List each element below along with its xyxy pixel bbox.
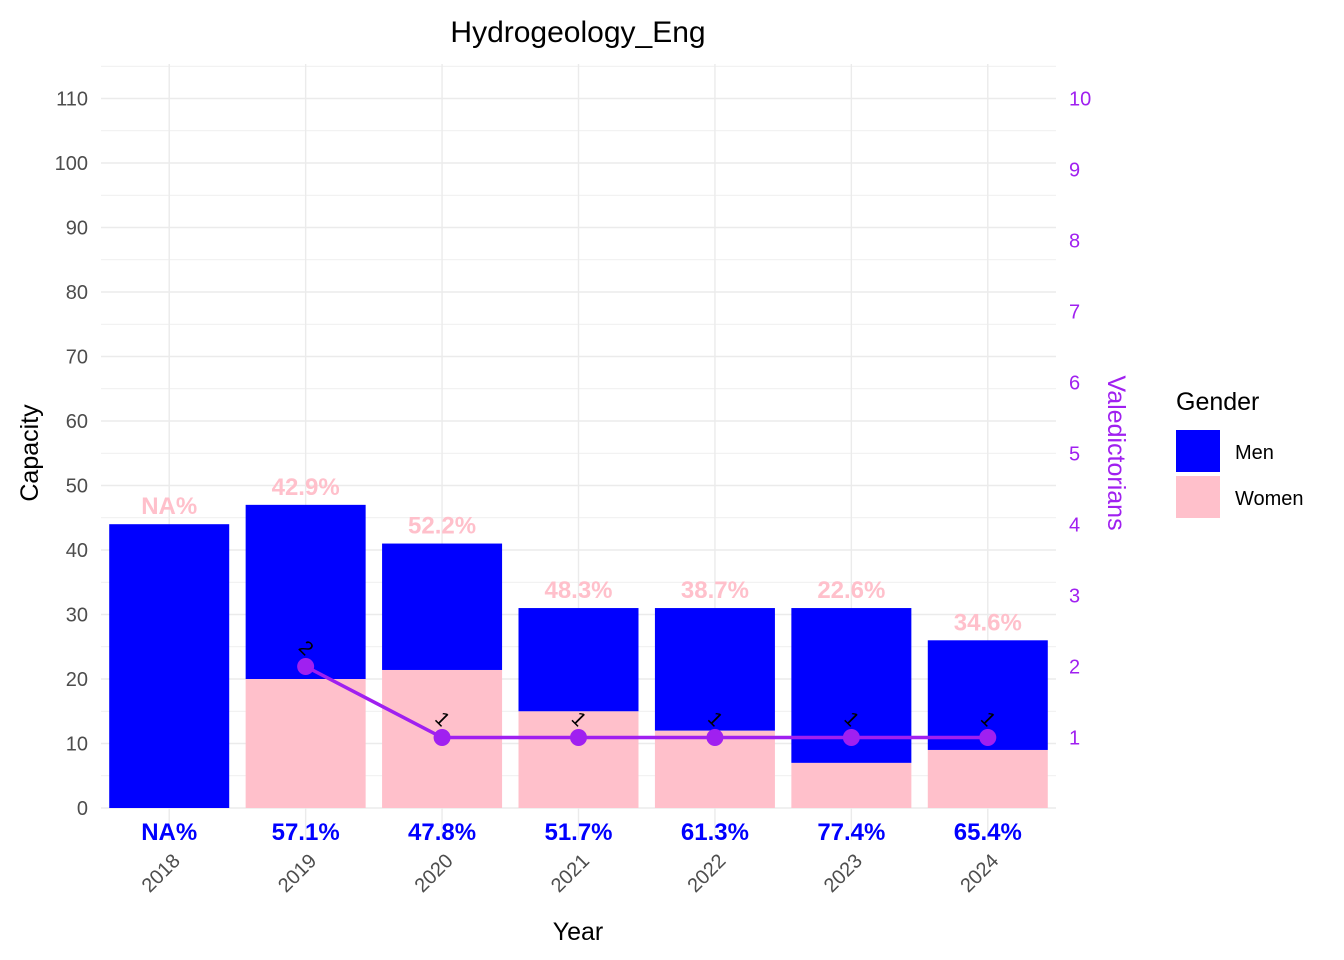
valedictorians-point [842, 729, 860, 746]
valedictorians-series-line [304, 664, 988, 740]
x-axis-title: Year [553, 918, 604, 946]
y-tick-label: 90 [66, 218, 88, 240]
bar-men-2020 [382, 543, 503, 670]
y-tick-label: 30 [66, 605, 88, 627]
y2-axis-title: Valedictorians [1102, 375, 1130, 530]
x-tick-label: 2019 [274, 850, 321, 897]
valedictorians-point [570, 729, 587, 746]
men-pct-label: 47.8% [408, 819, 476, 846]
legend: Gender Men Women [1176, 388, 1304, 518]
legend-title: Gender [1176, 388, 1259, 416]
y2-tick-label: 7 [1069, 302, 1080, 324]
y-tick-label: 70 [66, 347, 88, 369]
x-tick-label: 2021 [547, 850, 594, 897]
x-tick-label: 2023 [820, 850, 867, 897]
bar-men-2019 [245, 504, 366, 679]
men-pct-label: 61.3% [681, 819, 749, 846]
y-tick-label: 110 [56, 89, 88, 111]
valedictorians-point [706, 729, 724, 746]
women-pct-label: 48.3% [544, 577, 612, 604]
y-tick-label: 100 [55, 153, 88, 175]
men-pct-label: 77.4% [817, 819, 885, 846]
bars [109, 504, 1048, 808]
y-tick-label: 10 [66, 734, 88, 756]
x-tick-label: 2022 [683, 850, 730, 897]
bar-women-2024 [927, 749, 1048, 808]
y-tick-label: 40 [66, 540, 88, 562]
women-pct-label: 22.6% [817, 577, 885, 604]
y2-tick-label: 9 [1069, 160, 1080, 182]
men-pct-label: 51.7% [544, 819, 612, 846]
bar-women-2019 [245, 679, 366, 808]
bar-men-2021 [518, 608, 639, 712]
y-tick-label: 20 [66, 669, 88, 691]
valedictorians-point [979, 729, 997, 746]
women-pct-label: 34.6% [954, 609, 1022, 636]
y2-tick-label: 10 [1069, 89, 1091, 111]
y2-tick-label: 1 [1069, 728, 1080, 750]
y2-tick-label: 5 [1069, 444, 1080, 466]
y-tick-label: 80 [66, 282, 88, 304]
y-tick-label: 60 [66, 411, 88, 433]
bar-men-2018 [109, 524, 230, 808]
legend-swatch-women [1176, 476, 1220, 518]
men-pct-label: 57.1% [272, 819, 340, 846]
x-axis-ticks: 2018 2019 2020 2021 2022 2023 2024 [138, 850, 1004, 897]
bar-women-2021 [518, 711, 639, 808]
value-labels: NA% NA% 42.9% 57.1% 52.2% 47.8% 48.3% 51.7% 38.7… [141, 474, 1022, 846]
women-pct-label: 42.9% [272, 474, 340, 501]
chart-title: Hydrogeology_Eng [450, 16, 705, 49]
y-axis-title: Capacity [16, 404, 44, 502]
y2-tick-label: 6 [1069, 373, 1080, 395]
y-tick-label: 0 [77, 798, 88, 820]
y2-tick-label: 2 [1069, 657, 1080, 679]
women-pct-label: NA% [141, 493, 197, 520]
y-tick-label: 50 [66, 476, 88, 498]
y2-tick-label: 3 [1069, 586, 1080, 608]
legend-label-women: Women [1235, 488, 1304, 510]
legend-label-men: Men [1235, 442, 1274, 464]
women-pct-label: 52.2% [408, 513, 476, 540]
men-pct-label: 65.4% [954, 819, 1022, 846]
y2-tick-label: 4 [1069, 515, 1080, 537]
x-tick-label: 2020 [411, 850, 458, 897]
y2-tick-label: 8 [1069, 231, 1080, 253]
men-pct-label: NA% [141, 819, 197, 846]
y2-axis-ticks: 1 2 3 4 5 6 7 8 9 10 [1069, 89, 1091, 750]
women-pct-label: 38.7% [681, 577, 749, 604]
bar-women-2023 [791, 762, 912, 808]
x-tick-label: 2024 [956, 850, 1003, 897]
bar-men-2022 [654, 608, 775, 731]
y-axis-ticks: 0 10 20 30 40 50 60 70 80 90 100 110 [55, 89, 88, 821]
x-tick-label: 2018 [138, 850, 185, 897]
valedictorians-point [297, 658, 315, 675]
valedictorians-point [433, 729, 451, 746]
legend-swatch-men [1176, 430, 1220, 472]
